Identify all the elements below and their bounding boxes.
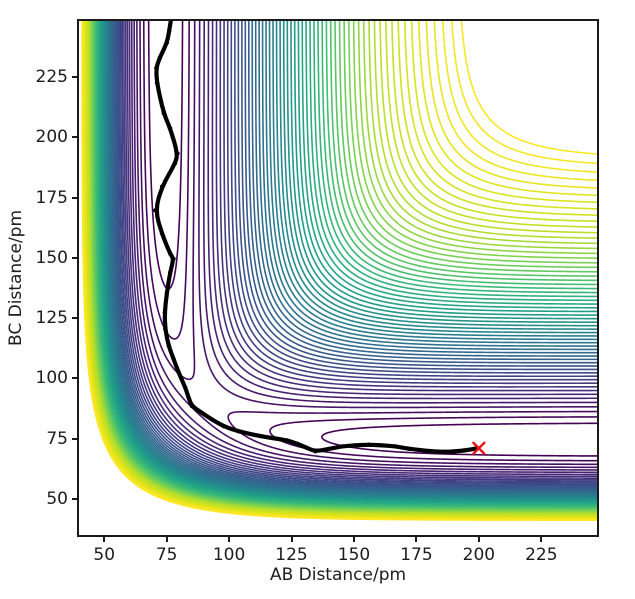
y-tick-mark bbox=[72, 76, 77, 79]
x-tick-label: 100 bbox=[212, 545, 246, 565]
y-tick-mark bbox=[72, 377, 77, 380]
y-tick-mark bbox=[72, 196, 77, 199]
x-tick-label: 50 bbox=[93, 545, 116, 565]
x-tick-label: 150 bbox=[337, 545, 371, 565]
y-axis-label: BC Distance/pm bbox=[6, 209, 26, 347]
x-tick-mark bbox=[352, 537, 355, 542]
x-tick-label: 175 bbox=[400, 545, 433, 565]
x-tick-mark bbox=[415, 537, 418, 542]
pes-contour-plot-canvas bbox=[79, 21, 597, 535]
x-tick-label: 75 bbox=[155, 545, 178, 565]
y-tick-label: 75 bbox=[46, 428, 68, 449]
y-tick-label: 175 bbox=[35, 187, 68, 208]
y-tick-label: 200 bbox=[35, 127, 68, 148]
y-tick-label: 50 bbox=[46, 488, 68, 509]
x-axis-label: AB Distance/pm bbox=[269, 565, 407, 585]
x-tick-mark bbox=[477, 537, 480, 542]
y-tick-mark bbox=[72, 497, 77, 500]
y-tick-label: 150 bbox=[35, 247, 68, 268]
x-tick-mark bbox=[228, 537, 231, 542]
y-tick-mark bbox=[72, 317, 77, 320]
y-tick-label: 100 bbox=[35, 368, 68, 389]
x-tick-label: 200 bbox=[462, 545, 496, 565]
x-tick-label: 125 bbox=[275, 545, 308, 565]
x-tick-mark bbox=[165, 537, 168, 542]
y-tick-label: 225 bbox=[35, 67, 68, 88]
x-tick-mark bbox=[540, 537, 543, 542]
y-tick-label: 125 bbox=[35, 308, 68, 329]
x-tick-mark bbox=[290, 537, 293, 542]
y-tick-mark bbox=[72, 437, 77, 440]
y-tick-mark bbox=[72, 256, 77, 259]
y-tick-mark bbox=[72, 136, 77, 139]
x-tick-mark bbox=[103, 537, 106, 542]
x-tick-label: 225 bbox=[525, 545, 558, 565]
